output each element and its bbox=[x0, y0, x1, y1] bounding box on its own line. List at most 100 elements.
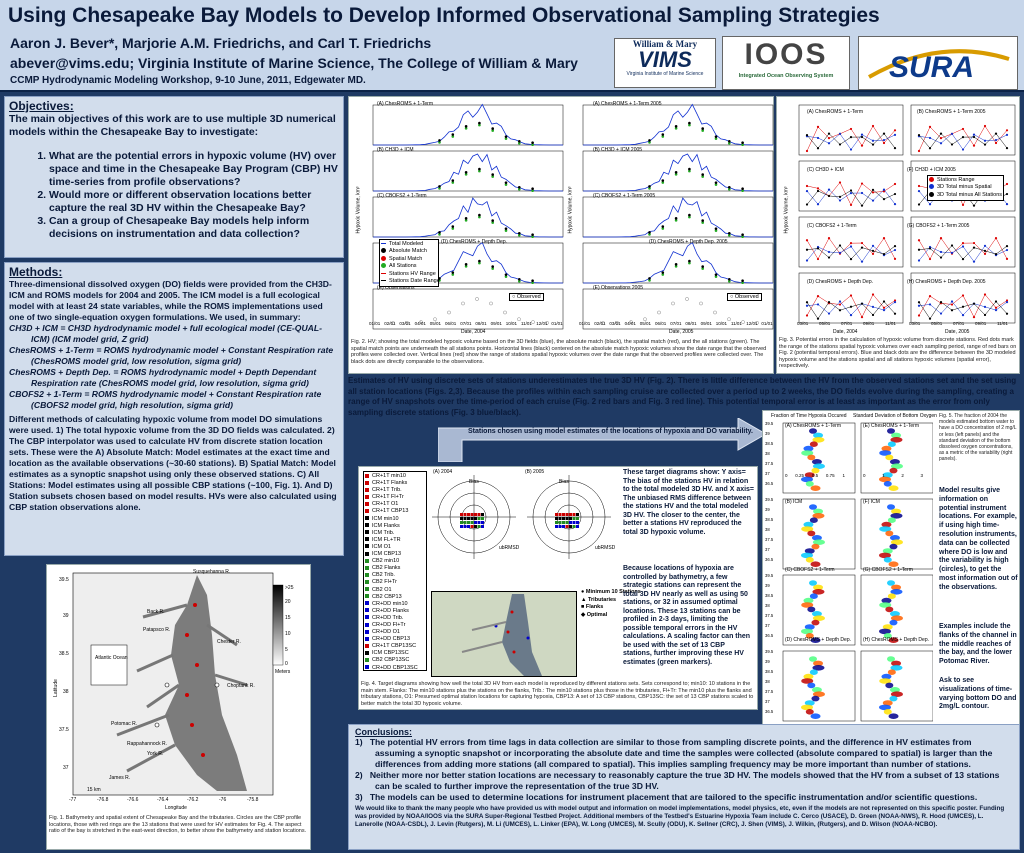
fig3-legend: Stations Range 3D Total minus Spatial 3D… bbox=[927, 175, 1005, 202]
data-point bbox=[893, 133, 897, 137]
map-cell bbox=[882, 548, 893, 554]
map-cell bbox=[811, 695, 820, 702]
data-point bbox=[701, 267, 704, 270]
fig5-text3: Ask to see visualizations of time-varyin… bbox=[939, 677, 1017, 711]
data-point bbox=[701, 175, 704, 178]
target-marker bbox=[565, 517, 569, 520]
map-cell bbox=[809, 580, 817, 586]
data-point bbox=[728, 188, 731, 191]
map-cell bbox=[887, 593, 896, 599]
map-cell bbox=[811, 611, 822, 617]
series-line bbox=[918, 133, 1008, 150]
fig4-inset-map bbox=[431, 591, 577, 677]
legend-label: CR+1T O1 bbox=[372, 501, 399, 508]
data-point bbox=[648, 141, 651, 144]
series-line bbox=[806, 237, 896, 260]
data-point bbox=[728, 234, 731, 237]
data-point bbox=[464, 265, 468, 268]
fig3-panel-label: (F) CH3D + ICM 2005 bbox=[907, 167, 956, 173]
legend-item: CB2 Fl+Tr bbox=[365, 579, 425, 586]
map-label-meters: Meters bbox=[275, 669, 291, 675]
series-line bbox=[806, 189, 896, 207]
target-marker bbox=[562, 521, 565, 524]
fig5-caption: Fig. 5. The fraction of 2004 the models … bbox=[939, 413, 1017, 463]
map-cell bbox=[885, 530, 894, 537]
fig5-panel-label: (C) CBOFS2 + 1-Term bbox=[785, 567, 835, 573]
fig2-ylabel: Hypoxic Volume, km³ bbox=[355, 186, 362, 234]
legend-marker bbox=[365, 622, 369, 627]
lat-tick: 39 bbox=[765, 583, 770, 588]
xtick-label: 03/01 bbox=[399, 321, 411, 326]
map-cell bbox=[879, 678, 892, 684]
map-cell bbox=[881, 521, 892, 528]
observed-point bbox=[615, 321, 619, 325]
lat-tick: 37.5 bbox=[59, 727, 69, 733]
data-point bbox=[661, 133, 665, 136]
target-marker bbox=[470, 517, 474, 520]
observed-point bbox=[629, 320, 633, 324]
data-point bbox=[688, 215, 691, 219]
map-cell bbox=[813, 508, 824, 515]
model-list: CH3D + ICM = CH3D hydrodynamic model + f… bbox=[9, 323, 339, 411]
data-point bbox=[518, 280, 521, 283]
lat-tick: 38.5 bbox=[765, 517, 774, 522]
observed-point bbox=[601, 321, 605, 325]
fig4-ubrmsd-b: ubRMSD bbox=[595, 545, 616, 551]
target-marker bbox=[467, 513, 470, 516]
objectives-panel: Objectives: The main objectives of this … bbox=[4, 96, 344, 258]
data-point bbox=[491, 173, 494, 176]
fig5-panels bbox=[782, 422, 933, 722]
data-point bbox=[504, 229, 508, 232]
target-marker bbox=[467, 521, 470, 524]
fig5-panel-label: (A) ChesROMS + 1-Term bbox=[785, 423, 841, 429]
target-marker bbox=[555, 513, 558, 516]
inset-legend-item: ■ Flanks bbox=[581, 604, 604, 610]
data-point bbox=[741, 279, 744, 283]
map-label-choptank: Choptank R. bbox=[227, 683, 255, 689]
target-marker bbox=[576, 517, 579, 520]
plot-frame bbox=[582, 196, 774, 238]
map-cell bbox=[812, 615, 825, 621]
fig3-panel-label: (B) ChesROMS + 1-Term 2005 bbox=[917, 109, 986, 115]
fig5-header-left: Fraction of Time Hypoxia Occured bbox=[771, 413, 847, 419]
map-cell bbox=[812, 437, 825, 443]
fig2-panel-label: (A) ChesROMS + 1-Term bbox=[377, 101, 433, 107]
map-cell bbox=[891, 660, 902, 667]
data-point bbox=[741, 189, 744, 193]
data-point bbox=[464, 219, 468, 222]
data-point bbox=[464, 127, 468, 130]
observed-point bbox=[643, 317, 647, 322]
authors: Aaron J. Bever*, Marjorie A.M. Friedrich… bbox=[10, 35, 432, 51]
plot-frame bbox=[582, 150, 774, 192]
fig2-xlabel: Date, 2004 bbox=[461, 329, 486, 335]
sura-swoosh-icon bbox=[868, 49, 1010, 79]
lat-tick: 39.5 bbox=[765, 573, 774, 578]
observed-point bbox=[545, 321, 549, 325]
fig5-text: Model results give information on potent… bbox=[939, 487, 1018, 591]
map-cell bbox=[807, 606, 816, 613]
fig4-ubrmsd-a: ubRMSD bbox=[499, 545, 520, 551]
observed-point bbox=[517, 317, 521, 322]
map-label-scale: 15 km bbox=[87, 787, 101, 793]
target-marker bbox=[555, 521, 558, 524]
series-line bbox=[806, 181, 896, 206]
map-label-rappahannock: Rappahannock R. bbox=[127, 741, 168, 747]
xtick-label: 01/01 bbox=[761, 321, 773, 326]
vims-logo-main: VIMS bbox=[638, 47, 692, 72]
target-marker bbox=[569, 517, 572, 520]
xtick-label: 11/01 bbox=[885, 321, 896, 326]
legend-label: ICM FL+TR bbox=[372, 536, 401, 543]
legend-item: ICM CBP13SC bbox=[365, 650, 425, 657]
target-marker bbox=[463, 525, 467, 528]
data-point bbox=[661, 227, 665, 230]
lon-tick: -76.6 bbox=[127, 797, 139, 803]
depth-tick: 15 bbox=[285, 615, 291, 621]
series-line bbox=[806, 245, 896, 260]
map-cell bbox=[879, 450, 892, 456]
target-marker bbox=[565, 513, 569, 516]
target-marker bbox=[558, 525, 562, 528]
data-point bbox=[438, 185, 441, 188]
lat-tick: 38.5 bbox=[765, 441, 774, 446]
target-marker bbox=[481, 521, 484, 524]
methods-intro: Three-dimensional dissolved oxygen (DO) … bbox=[9, 279, 332, 322]
